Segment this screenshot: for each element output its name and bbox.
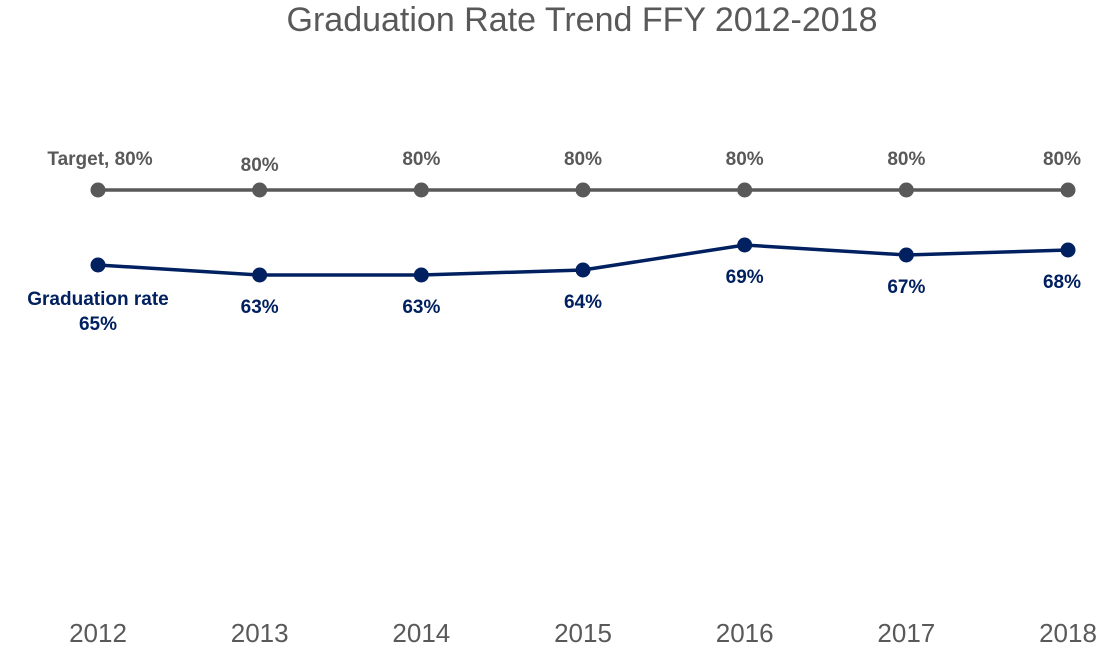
x-tick-label: 2016 (716, 618, 774, 648)
data-label: 80% (1043, 149, 1081, 170)
point (413, 267, 429, 283)
data-label: 64% (564, 292, 602, 313)
point (1060, 242, 1076, 258)
point (575, 182, 591, 198)
point (1060, 182, 1076, 198)
data-label: 80% (241, 155, 279, 176)
series-label: Graduation rate (27, 289, 168, 310)
data-label: 63% (402, 297, 440, 318)
point (90, 257, 106, 273)
data-label: 80% (887, 149, 925, 170)
x-tick-label: 2014 (392, 618, 450, 648)
data-label: 69% (726, 267, 764, 288)
data-label: 65% (79, 314, 117, 335)
data-label: 80% (564, 149, 602, 170)
point (252, 182, 268, 198)
data-label: 80% (726, 149, 764, 170)
point (737, 182, 753, 198)
point (90, 182, 106, 198)
x-tick-label: 2015 (554, 618, 612, 648)
point (575, 262, 591, 278)
x-tick-label: 2017 (877, 618, 935, 648)
point (413, 182, 429, 198)
data-label: 80% (402, 149, 440, 170)
chart-title: Graduation Rate Trend FFY 2012-2018 (287, 1, 878, 39)
point (898, 247, 914, 263)
data-label: 68% (1043, 272, 1081, 293)
point (898, 182, 914, 198)
x-tick-label: 2018 (1039, 618, 1097, 648)
point (252, 267, 268, 283)
point (737, 237, 753, 253)
data-label: Target, 80% (47, 149, 152, 170)
data-label: 63% (241, 297, 279, 318)
data-label: 67% (887, 277, 925, 298)
x-tick-label: 2012 (69, 618, 127, 648)
x-tick-label: 2013 (231, 618, 289, 648)
